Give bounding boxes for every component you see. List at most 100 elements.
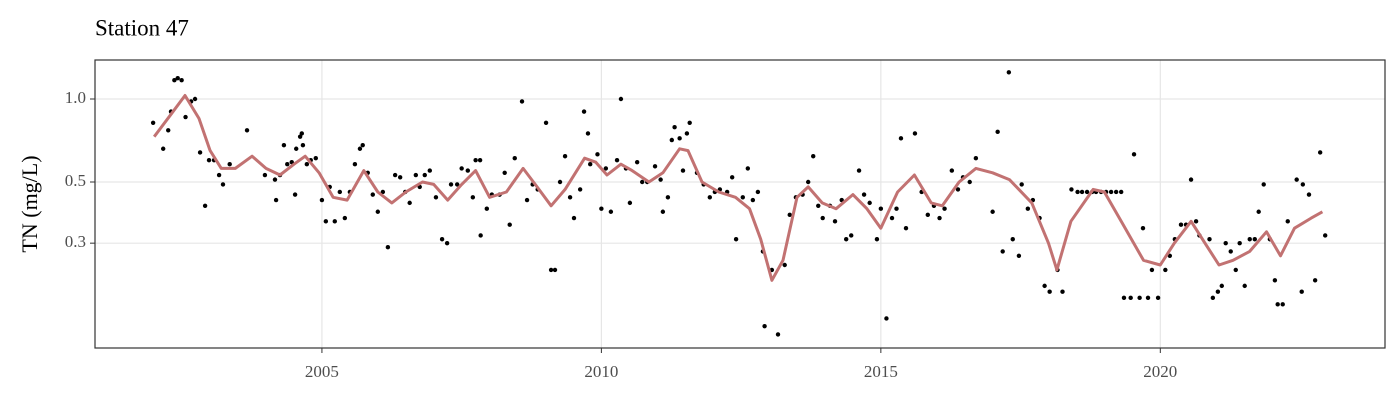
- data-point: [614, 157, 620, 163]
- data-point: [543, 120, 549, 125]
- data-point: [477, 157, 483, 163]
- data-point: [407, 200, 412, 206]
- data-point: [898, 136, 904, 141]
- x-tick-label: 2005: [305, 362, 339, 381]
- data-point: [352, 162, 358, 167]
- data-point: [292, 192, 298, 197]
- data-point: [669, 137, 675, 143]
- data-point: [439, 237, 445, 242]
- data-point: [422, 172, 427, 178]
- data-point: [1155, 295, 1161, 301]
- data-point: [175, 75, 180, 81]
- data-point: [775, 332, 781, 337]
- data-point: [380, 189, 386, 195]
- data-point: [459, 166, 464, 171]
- data-point: [1167, 253, 1173, 258]
- data-point: [990, 209, 995, 214]
- data-point: [166, 128, 171, 133]
- data-point: [507, 222, 512, 227]
- data-point: [816, 203, 821, 208]
- data-point: [1000, 249, 1005, 254]
- data-point: [585, 131, 591, 136]
- data-point: [1252, 237, 1257, 242]
- x-tick-label: 2015: [864, 362, 898, 381]
- data-point: [1322, 233, 1328, 238]
- data-point: [1300, 182, 1306, 187]
- data-point: [567, 195, 573, 200]
- data-point: [370, 192, 375, 197]
- data-point: [577, 187, 583, 192]
- data-point: [805, 179, 811, 185]
- data-point: [342, 215, 348, 221]
- plot-border: [94, 59, 1386, 349]
- data-point: [912, 131, 918, 136]
- data-point: [1242, 283, 1247, 289]
- data-point: [1121, 295, 1127, 301]
- data-point: [192, 96, 198, 102]
- data-point: [634, 159, 640, 165]
- y-tick-label: 0.5: [65, 171, 86, 190]
- data-point: [470, 195, 476, 200]
- data-point: [262, 172, 268, 178]
- data-point: [733, 237, 739, 242]
- x-tick-label: 2010: [584, 362, 618, 381]
- data-point: [1047, 289, 1052, 294]
- data-point: [750, 197, 756, 203]
- data-point: [313, 155, 318, 161]
- data-point: [1084, 189, 1090, 195]
- data-point: [202, 203, 208, 208]
- data-point: [955, 187, 961, 192]
- data-point: [603, 166, 609, 171]
- data-point: [1108, 189, 1114, 195]
- data-point: [672, 125, 677, 130]
- data-point: [687, 120, 692, 125]
- data-point: [1140, 225, 1146, 231]
- data-point: [216, 172, 222, 178]
- data-point: [639, 179, 645, 185]
- data-point: [272, 177, 278, 182]
- data-point: [427, 168, 432, 173]
- data-point: [281, 142, 287, 148]
- data-point: [1006, 70, 1012, 75]
- data-point: [220, 182, 226, 187]
- y-axis-label: TN (mg/L): [17, 155, 42, 252]
- data-point: [484, 206, 490, 211]
- data-point: [227, 162, 232, 167]
- y-tick-label: 0.3: [65, 232, 86, 251]
- data-point: [1261, 182, 1266, 187]
- data-point: [478, 233, 483, 238]
- data-point: [599, 206, 604, 211]
- data-point: [1145, 295, 1151, 301]
- data-point: [1025, 206, 1031, 211]
- data-point: [557, 179, 563, 185]
- data-point: [658, 177, 663, 182]
- data-point: [197, 150, 203, 155]
- data-point: [502, 170, 507, 175]
- data-point: [512, 155, 517, 161]
- data-point: [304, 162, 310, 167]
- data-point: [1075, 189, 1080, 195]
- data-point: [782, 262, 787, 268]
- data-point: [618, 96, 624, 102]
- data-point: [433, 195, 439, 200]
- data-point: [1128, 295, 1133, 301]
- data-point: [1131, 152, 1137, 157]
- data-point: [1294, 177, 1299, 182]
- data-point: [375, 209, 381, 214]
- data-point: [745, 166, 751, 171]
- data-point: [1193, 219, 1199, 224]
- smooth-line: [153, 94, 1324, 282]
- data-point: [1237, 240, 1242, 246]
- data-point: [608, 209, 614, 214]
- data-point: [244, 128, 250, 133]
- data-point: [1163, 267, 1168, 273]
- data-point: [665, 195, 671, 200]
- data-point: [323, 219, 329, 224]
- data-point: [299, 131, 305, 136]
- data-point: [1306, 192, 1312, 197]
- data-point: [581, 109, 587, 114]
- data-point: [995, 129, 1000, 135]
- data-point: [588, 162, 593, 167]
- data-point: [448, 182, 454, 187]
